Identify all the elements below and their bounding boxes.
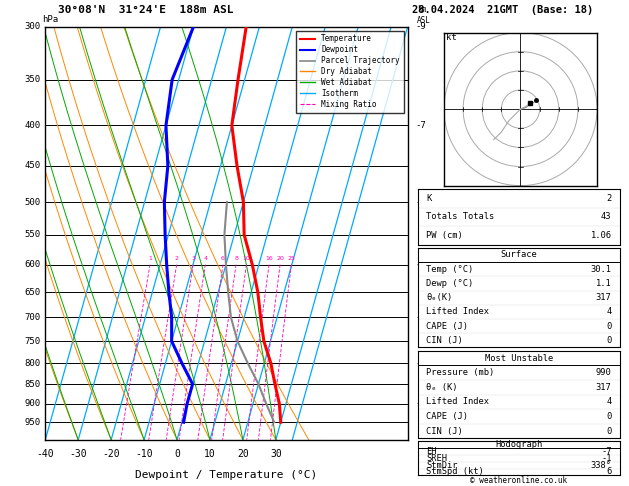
Text: 30.1: 30.1 [591,265,611,274]
Text: 700: 700 [25,313,41,322]
Text: 6: 6 [606,468,611,476]
Text: hPa: hPa [42,15,58,24]
Text: km
ASL: km ASL [416,5,430,25]
Text: 0: 0 [606,427,611,435]
Text: CAPE (J): CAPE (J) [426,412,469,421]
Text: 4: 4 [606,398,611,406]
Text: 750: 750 [25,337,41,346]
Text: Lifted Index: Lifted Index [426,398,489,406]
Text: -7: -7 [601,447,611,456]
Text: CIN (J): CIN (J) [426,336,463,345]
Text: 0: 0 [606,412,611,421]
Text: SREH: SREH [426,454,447,463]
Text: PW (cm): PW (cm) [426,231,463,240]
Text: Most Unstable: Most Unstable [485,354,553,363]
Text: -3: -3 [416,313,426,322]
Text: Temp (°C): Temp (°C) [426,265,474,274]
Text: CAPE (J): CAPE (J) [426,322,469,330]
Text: 500: 500 [25,197,41,207]
Text: 4: 4 [203,256,208,261]
Text: Dewp (°C): Dewp (°C) [426,279,474,288]
Text: -7: -7 [416,121,426,130]
Text: 900: 900 [25,399,41,408]
Text: Lifted Index: Lifted Index [426,308,489,316]
Text: 450: 450 [25,161,41,171]
Text: 1.06: 1.06 [591,231,611,240]
Text: EH: EH [426,447,437,456]
Text: Dewpoint / Temperature (°C): Dewpoint / Temperature (°C) [135,469,318,480]
Text: 2: 2 [606,194,611,203]
Text: -10: -10 [135,449,153,459]
Text: 4: 4 [606,308,611,316]
Text: 800: 800 [25,359,41,368]
Text: 950: 950 [25,418,41,427]
Text: 400: 400 [25,121,41,130]
Text: 43: 43 [601,212,611,222]
Text: 8: 8 [234,256,238,261]
Text: -4: -4 [416,260,426,269]
Text: 600: 600 [25,260,41,269]
Text: 28.04.2024  21GMT  (Base: 18): 28.04.2024 21GMT (Base: 18) [412,4,593,15]
Text: 30: 30 [270,449,282,459]
Text: 0: 0 [606,322,611,330]
Text: 300: 300 [25,22,41,31]
Text: 30°08'N  31°24'E  188m ASL: 30°08'N 31°24'E 188m ASL [58,4,233,15]
Text: 1.1: 1.1 [596,279,611,288]
Text: -6: -6 [416,197,426,207]
Text: 850: 850 [25,380,41,389]
Text: -1: -1 [416,399,426,408]
Text: 10: 10 [204,449,216,459]
Text: 16: 16 [265,256,273,261]
Text: CIN (J): CIN (J) [426,427,463,435]
Text: kt: kt [446,33,457,42]
Text: StmSpd (kt): StmSpd (kt) [426,468,484,476]
Text: 1: 1 [148,256,152,261]
Text: -30: -30 [69,449,87,459]
Text: Hodograph: Hodograph [495,440,543,449]
Text: StmDir: StmDir [426,461,458,469]
Text: 990: 990 [596,368,611,377]
Text: 550: 550 [25,230,41,239]
Text: K: K [426,194,431,203]
Legend: Temperature, Dewpoint, Parcel Trajectory, Dry Adiabat, Wet Adiabat, Isotherm, Mi: Temperature, Dewpoint, Parcel Trajectory… [296,31,404,113]
Text: 20: 20 [237,449,249,459]
Text: -40: -40 [36,449,54,459]
Text: 338°: 338° [591,461,611,469]
Text: 6: 6 [221,256,225,261]
Text: © weatheronline.co.uk: © weatheronline.co.uk [470,475,567,485]
Text: 2: 2 [175,256,179,261]
Text: -1: -1 [601,454,611,463]
Text: θₑ (K): θₑ (K) [426,383,458,392]
Text: 0: 0 [174,449,180,459]
Text: 25: 25 [287,256,296,261]
Text: 0: 0 [606,336,611,345]
Text: 20: 20 [276,256,284,261]
Text: -9: -9 [416,22,426,31]
Text: Pressure (mb): Pressure (mb) [426,368,494,377]
Text: 317: 317 [596,293,611,302]
Text: θₑ(K): θₑ(K) [426,293,453,302]
Text: -2: -2 [416,359,426,368]
Text: Surface: Surface [501,250,537,260]
Text: 317: 317 [596,383,611,392]
Text: 10: 10 [243,256,250,261]
Text: Mixing Ratio (g/kg): Mixing Ratio (g/kg) [439,190,448,277]
Text: -20: -20 [103,449,120,459]
Text: 350: 350 [25,75,41,84]
Text: Totals Totals: Totals Totals [426,212,494,222]
Text: 650: 650 [25,288,41,296]
Text: 3: 3 [191,256,195,261]
